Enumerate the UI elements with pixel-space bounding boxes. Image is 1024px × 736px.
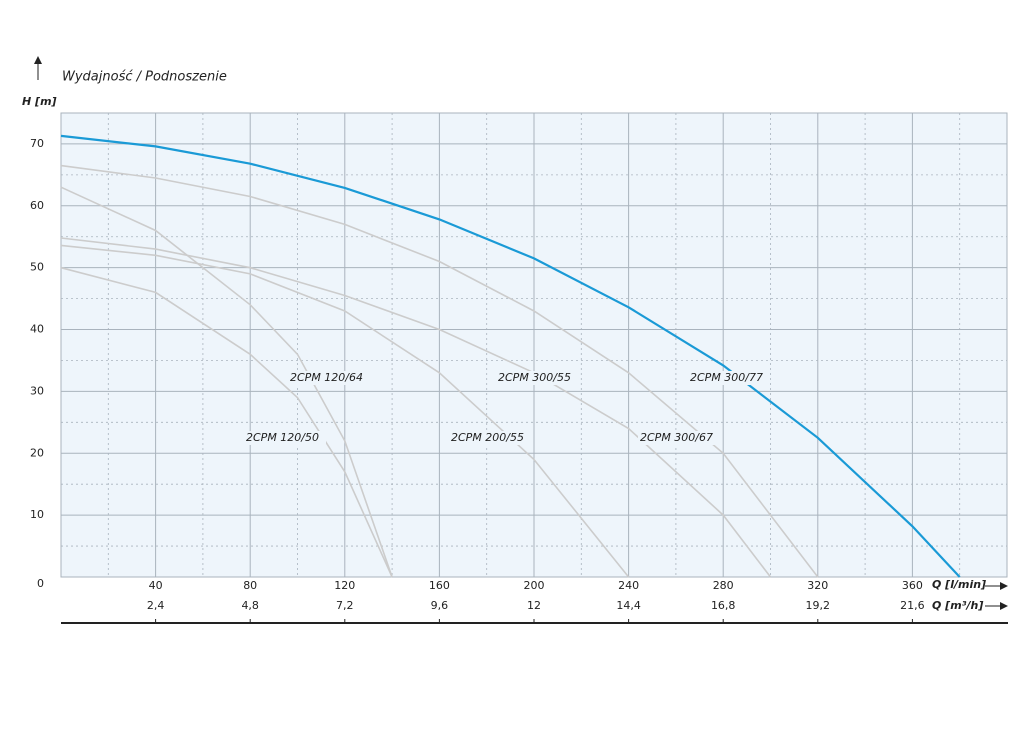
series-label-bg — [288, 371, 370, 385]
y-tick-label: 40 — [30, 323, 44, 336]
series-label: 2CPM 200/55 — [451, 431, 524, 444]
x2-tick-label: 2,4 — [147, 599, 165, 612]
x2-tick-label: 4,8 — [241, 599, 259, 612]
x-tick-label: 200 — [524, 579, 545, 592]
x2-tick-label: 12 — [527, 599, 541, 612]
series-line — [60, 244, 630, 578]
y-tick-label: 60 — [30, 199, 44, 212]
x2-tick-label: 7,2 — [336, 599, 354, 612]
y-tick-label: 50 — [30, 261, 44, 274]
x-tick-label: 80 — [243, 579, 257, 592]
series-label: 2CPM 300/67 — [640, 431, 713, 444]
series-line — [60, 164, 819, 578]
y-tick-label: 20 — [30, 446, 44, 459]
x-tick-label: 360 — [902, 579, 923, 592]
chart-title: Wydajność / Podnoszenie — [62, 70, 227, 85]
x-tick-label: 280 — [713, 579, 734, 592]
series-label-bg — [449, 431, 531, 445]
y-tick-label: 0 — [37, 577, 44, 590]
x-tick-label: 40 — [149, 579, 163, 592]
x-axis-label: Q [l/min] — [932, 578, 986, 591]
series-label-bg — [496, 371, 578, 385]
x2-tick-label: 9,6 — [431, 599, 449, 612]
x2-tick-label: 19,2 — [806, 599, 831, 612]
y-tick-label: 10 — [30, 508, 44, 521]
x-arrow-head — [1000, 582, 1008, 590]
x-tick-label: 160 — [429, 579, 450, 592]
series-label-bg — [638, 431, 720, 445]
y-tick-label: 70 — [30, 137, 44, 150]
x2-tick-label: 21,6 — [900, 599, 925, 612]
series-label: 2CPM 120/64 — [290, 371, 363, 384]
series-line — [60, 266, 393, 578]
x2-tick-label: 14,4 — [616, 599, 641, 612]
x2-axis-label: Q [m³/h] — [932, 599, 983, 612]
y-axis-label: H [m] — [22, 95, 57, 108]
series-label: 2CPM 300/55 — [498, 371, 571, 384]
series-line — [60, 134, 961, 578]
x-tick-label: 240 — [618, 579, 639, 592]
x2-arrow-head — [1000, 602, 1008, 610]
x2-tick-label: 16,8 — [711, 599, 736, 612]
x-tick-label: 320 — [807, 579, 828, 592]
x-tick-label: 120 — [334, 579, 355, 592]
series-label: 2CPM 120/50 — [246, 431, 319, 444]
series-label-bg — [688, 371, 770, 385]
y-tick-label: 30 — [30, 384, 44, 397]
series-label-bg — [244, 431, 326, 445]
series-line — [60, 237, 772, 578]
series-line — [60, 186, 393, 578]
series-label: 2CPM 300/77 — [690, 371, 763, 384]
y-arrow-head — [34, 56, 42, 64]
